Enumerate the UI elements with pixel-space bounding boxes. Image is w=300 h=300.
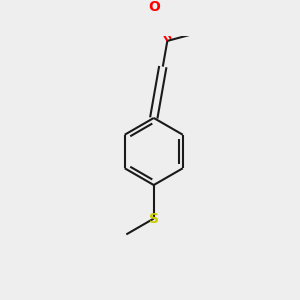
- Text: S: S: [149, 212, 159, 226]
- Text: O: O: [148, 0, 160, 14]
